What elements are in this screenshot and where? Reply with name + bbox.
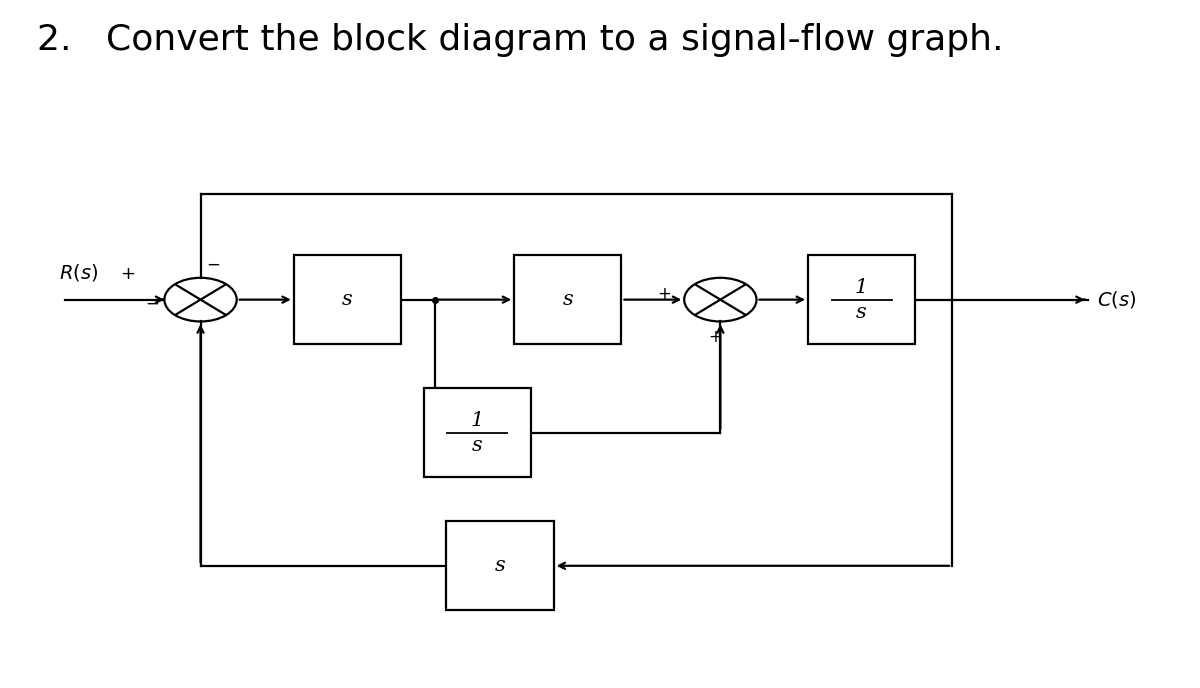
Text: $+$: $+$ [656,286,671,303]
Text: $+$: $+$ [120,265,134,283]
Text: $+$: $+$ [708,328,721,346]
Text: s: s [563,290,574,309]
Text: s: s [857,303,866,321]
Text: $C(s)$: $C(s)$ [1097,289,1136,310]
Bar [514,255,622,344]
Text: s: s [342,290,353,309]
Text: s: s [472,436,482,455]
Bar [808,255,916,344]
Bar [446,522,553,610]
Text: $-$: $-$ [206,255,221,272]
Text: s: s [494,557,505,575]
Text: 2.   Convert the block diagram to a signal-flow graph.: 2. Convert the block diagram to a signal… [37,23,1003,57]
Bar [294,255,401,344]
Bar [424,388,532,477]
Text: 1: 1 [854,278,869,297]
Text: $-$: $-$ [144,294,158,312]
Text: $R(s)$: $R(s)$ [59,261,98,283]
Text: 1: 1 [470,411,484,430]
